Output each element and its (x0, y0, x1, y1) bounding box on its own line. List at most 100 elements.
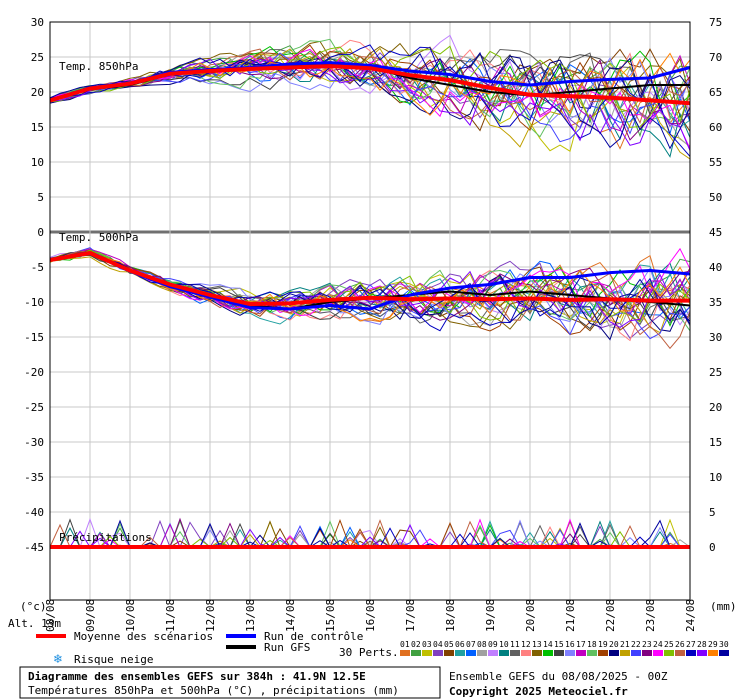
left-axis-unit: (°c) (20, 600, 47, 613)
pert-swatch (543, 650, 553, 656)
run-info: Ensemble GEFS du 08/08/2025 - 00Z (449, 670, 668, 683)
pert-number: 08 (477, 640, 487, 649)
chart-subtitle: Températures 850hPa et 500hPa (°C) , pré… (28, 684, 399, 697)
pert-number: 25 (664, 640, 674, 649)
left-tick-label: 15 (31, 121, 44, 134)
pert-legend: 01 02 03 04 05 06 07 08 09 10 11 12 13 14 15 16 17 18 19 20… (400, 640, 729, 656)
pert-swatch (609, 650, 619, 656)
x-tick-label: 24/08 (684, 599, 697, 632)
right-tick-label: 30 (709, 331, 722, 344)
pert-swatch (697, 650, 707, 656)
pert-swatch (444, 650, 454, 656)
pert-number: 05 (444, 640, 454, 649)
pert-number: 22 (631, 640, 641, 649)
pert-number: 11 (510, 640, 520, 649)
legend-perts-label: 30 Perts. (339, 646, 399, 659)
pert-swatch (708, 650, 718, 656)
left-tick-label: 5 (37, 191, 44, 204)
pert-swatch (521, 650, 531, 656)
pert-swatch (620, 650, 630, 656)
pert-swatch (653, 650, 663, 656)
right-tick-label: 75 (709, 16, 722, 29)
legend-gfs-label: Run GFS (264, 641, 310, 654)
pert-swatch (686, 650, 696, 656)
pert-number: 06 (455, 640, 465, 649)
right-tick-label: 60 (709, 121, 722, 134)
pert-number: 15 (554, 640, 564, 649)
x-tick-label: 10/08 (124, 599, 137, 632)
left-tick-label: -30 (24, 436, 44, 449)
snowflake-icon: ❄ (53, 652, 63, 666)
right-tick-label: 15 (709, 436, 722, 449)
x-tick-label: 08/08 (44, 599, 57, 632)
pert-number: 04 (433, 640, 443, 649)
x-tick-label: 11/08 (164, 599, 177, 632)
right-tick-label: 50 (709, 191, 722, 204)
legend-snow-label: Risque neige (74, 653, 153, 666)
pert-swatch (455, 650, 465, 656)
pert-number: 28 (697, 640, 707, 649)
chart-axes: 302520151050-5-10-15-20-25-30-35-40-4575… (24, 16, 722, 632)
right-tick-label: 40 (709, 261, 722, 274)
left-tick-label: -20 (24, 366, 44, 379)
right-tick-label: 65 (709, 86, 722, 99)
x-tick-label: 09/08 (84, 599, 97, 632)
member-line-t850 (49, 54, 691, 132)
pert-swatch (587, 650, 597, 656)
left-tick-label: -15 (24, 331, 44, 344)
x-tick-label: 14/08 (284, 599, 297, 632)
right-tick-label: 0 (709, 541, 716, 554)
left-tick-label: 10 (31, 156, 44, 169)
x-tick-label: 12/08 (204, 599, 217, 632)
pert-number: 09 (488, 640, 498, 649)
right-tick-label: 10 (709, 471, 722, 484)
member-line-t500 (49, 252, 691, 321)
copyright: Copyright 2025 Meteociel.fr (449, 685, 628, 698)
left-tick-label: -40 (24, 506, 44, 519)
pert-number: 18 (587, 640, 597, 649)
pert-number: 17 (576, 640, 586, 649)
x-tick-label: 15/08 (324, 599, 337, 632)
legend-mean-label: Moyenne des scénarios (74, 630, 213, 643)
right-axis-unit: (mm) (710, 600, 737, 613)
pert-number: 14 (543, 640, 553, 649)
pert-number: 21 (620, 640, 630, 649)
pert-swatch (532, 650, 542, 656)
left-tick-label: 20 (31, 86, 44, 99)
right-tick-label: 25 (709, 366, 722, 379)
pert-number: 20 (609, 640, 619, 649)
pert-number: 23 (642, 640, 652, 649)
left-tick-label: -35 (24, 471, 44, 484)
pert-swatch (675, 650, 685, 656)
pert-number: 01 (400, 640, 410, 649)
left-tick-label: -25 (24, 401, 44, 414)
pert-number: 27 (686, 640, 696, 649)
x-tick-label: 23/08 (644, 599, 657, 632)
title-box (19, 666, 441, 699)
pert-swatch (576, 650, 586, 656)
x-tick-label: 17/08 (404, 599, 417, 632)
pert-number: 10 (499, 640, 509, 649)
left-tick-label: -5 (31, 261, 44, 274)
altitude-label: Alt. 13m (8, 617, 61, 630)
pert-swatch (400, 650, 410, 656)
right-tick-label: 55 (709, 156, 722, 169)
left-tick-label: 0 (37, 226, 44, 239)
left-tick-label: -45 (24, 541, 44, 554)
pert-swatch (642, 650, 652, 656)
panel-label-t500: Temp. 500hPa (59, 231, 138, 244)
pert-number: 24 (653, 640, 663, 649)
legend-control-label: Run de contrôle (264, 630, 363, 643)
pert-number: 26 (675, 640, 685, 649)
right-tick-label: 35 (709, 296, 722, 309)
right-tick-label: 5 (709, 506, 716, 519)
pert-swatch (631, 650, 641, 656)
panel-label-precip: Précipitations (59, 531, 152, 544)
x-tick-label: 18/08 (444, 599, 457, 632)
pert-swatch (488, 650, 498, 656)
pert-swatch (664, 650, 674, 656)
member-line-t850 (49, 44, 691, 157)
plot-frame (49, 21, 691, 601)
pert-number: 03 (422, 640, 432, 649)
